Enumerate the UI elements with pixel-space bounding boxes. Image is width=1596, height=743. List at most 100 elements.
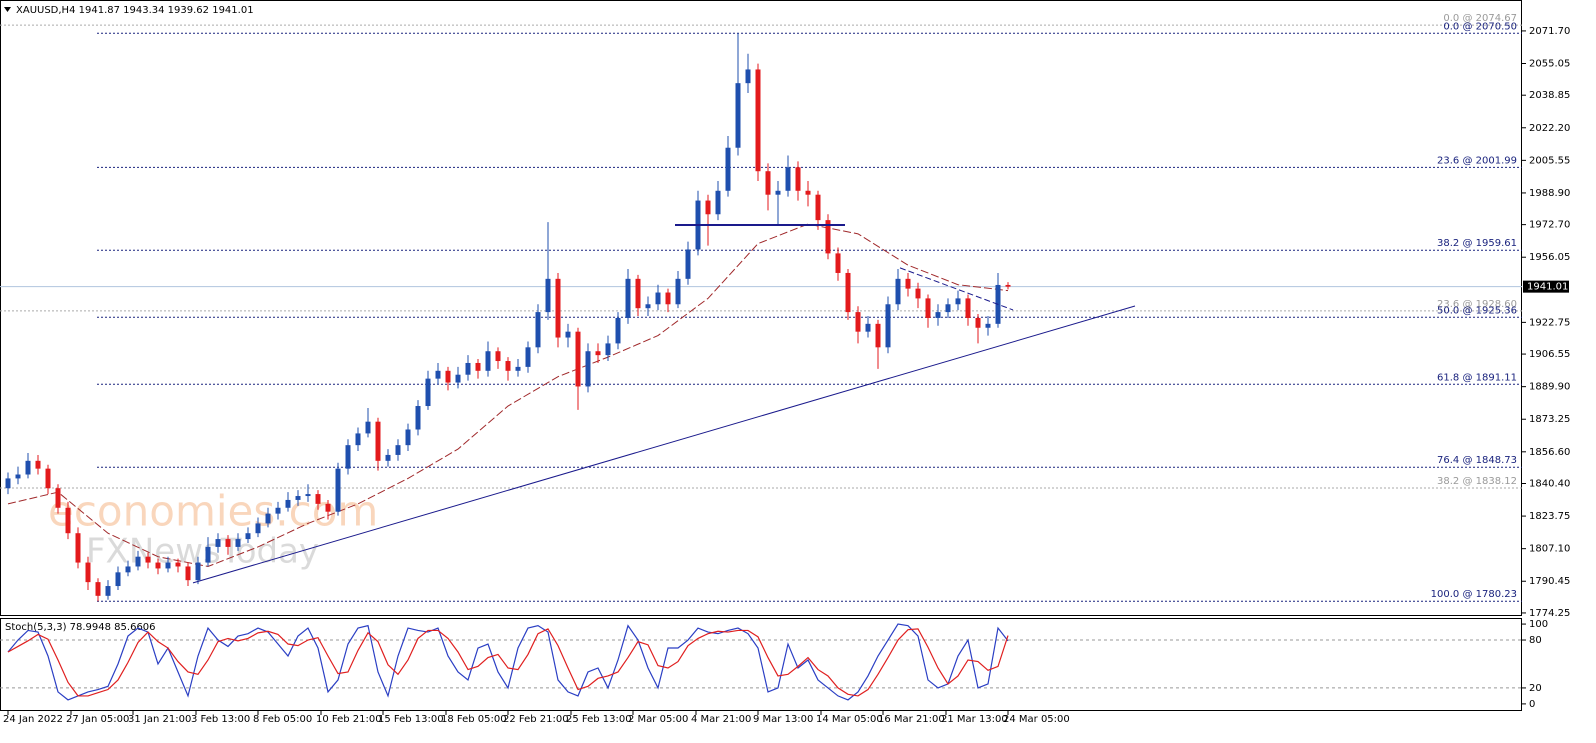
candle-body <box>95 582 101 596</box>
candle-body <box>415 406 421 430</box>
candle-body <box>505 361 511 371</box>
x-tick-label: 24 Mar 05:00 <box>1003 714 1070 725</box>
y-tick-label: 1972.70 <box>1529 220 1570 231</box>
x-tick-label: 25 Feb 13:00 <box>566 714 632 725</box>
candle-body <box>245 533 251 540</box>
stoch-line <box>7 628 1009 697</box>
candle-body <box>705 200 711 215</box>
candle-body <box>275 507 281 514</box>
x-tick-label: 24 Jan 2022 <box>3 714 63 725</box>
x-tick-label: 27 Jan 05:00 <box>66 714 129 725</box>
x-tick-label: 2 Mar 05:00 <box>628 714 688 725</box>
candle-body <box>265 513 271 524</box>
candle-body <box>905 278 911 289</box>
watermark: FXNewsToday <box>86 532 319 572</box>
y-tick-label: 1988.90 <box>1529 188 1570 199</box>
candle-body <box>975 317 981 328</box>
symbol-menu-icon <box>4 7 11 12</box>
y-tick-label: 1856.60 <box>1529 447 1570 458</box>
y-tick-label: 2071.70 <box>1529 26 1570 37</box>
candle-body <box>565 331 571 338</box>
candle-body <box>925 298 931 318</box>
y-tick-label: 100 <box>1529 619 1548 630</box>
candle-body <box>195 562 201 581</box>
candle-body <box>435 370 441 379</box>
fib-label-faint: 38.2 @ 1838.12 <box>1437 476 1517 487</box>
fib-label: 0.0 @ 2070.50 <box>1443 21 1517 32</box>
y-tick-label: 1840.40 <box>1529 479 1570 490</box>
candle-body <box>315 494 321 504</box>
y-tick-label: 1873.25 <box>1529 414 1570 425</box>
candle-body <box>385 454 391 461</box>
candle-body <box>755 69 761 172</box>
y-tick-label: 1774.25 <box>1529 608 1570 619</box>
candle-body <box>205 546 211 563</box>
candle-body <box>115 572 121 587</box>
candle-body <box>855 312 861 332</box>
candle-body <box>15 474 21 479</box>
candle-body <box>225 539 231 547</box>
candle-body <box>475 362 481 371</box>
candle-body <box>165 562 171 569</box>
candle-body <box>215 539 221 547</box>
y-tick-label: 2022.20 <box>1529 123 1570 134</box>
candle-body <box>785 167 791 191</box>
y-tick-label: 2038.85 <box>1529 90 1570 101</box>
candle-body <box>405 429 411 446</box>
fib-label-faint: 23.6 @ 1928.60 <box>1437 299 1517 310</box>
watermark-layer: economies.com FXNewsToday <box>48 487 378 572</box>
candle-body <box>885 304 891 348</box>
candle-body <box>625 278 631 318</box>
candle-body <box>235 539 241 547</box>
y-tick-label: 1906.55 <box>1529 349 1570 360</box>
candle-body <box>805 190 811 195</box>
candle-body <box>605 343 611 356</box>
fib-label-faint: 0.0 @ 2074.67 <box>1443 13 1517 24</box>
candle-body <box>285 499 291 508</box>
candle-body <box>185 566 191 581</box>
candle-body <box>655 292 661 305</box>
fib-label: 50.0 @ 1925.36 <box>1437 305 1517 316</box>
candle-body <box>45 468 51 489</box>
x-tick-label: 14 Mar 05:00 <box>816 714 883 725</box>
x-tick-label: 31 Jan 21:00 <box>128 714 191 725</box>
candle-body <box>555 278 561 338</box>
fib-label: 38.2 @ 1959.61 <box>1437 238 1517 249</box>
candle-body <box>105 586 111 596</box>
candle-body <box>955 298 961 305</box>
last-price-label: 1941.01 <box>1527 282 1568 293</box>
candle-body <box>155 562 161 569</box>
fib-label: 23.6 @ 2001.99 <box>1437 155 1517 166</box>
candle-body <box>645 304 651 309</box>
candle-body <box>325 503 331 512</box>
candle-body <box>355 433 361 446</box>
stoch-title: Stoch(5,3,3) 78.9948 85.6606 <box>5 622 156 633</box>
candle-body <box>525 347 531 367</box>
x-tick-label: 21 Mar 13:00 <box>941 714 1008 725</box>
candle-body <box>455 374 461 383</box>
candle-body <box>445 370 451 383</box>
fib-label: 100.0 @ 1780.23 <box>1431 589 1517 600</box>
candle-body <box>65 507 71 534</box>
x-tick-label: 3 Feb 13:00 <box>191 714 250 725</box>
main-panel <box>0 0 1522 616</box>
candle-body <box>135 556 141 567</box>
candle-body <box>985 323 991 328</box>
candle-body <box>765 171 771 195</box>
candle-body <box>795 167 801 191</box>
candle-body <box>835 253 841 273</box>
candle-body <box>775 190 781 195</box>
fib-label: 61.8 @ 1891.11 <box>1437 372 1517 383</box>
candle-body <box>735 83 741 148</box>
y-tick-label: 1889.90 <box>1529 382 1570 393</box>
candle-body <box>665 292 671 305</box>
candle-body <box>125 566 131 573</box>
y-tick-label: 0 <box>1529 699 1535 710</box>
trend-line <box>192 305 1136 584</box>
moving-average <box>7 223 1009 567</box>
candle-body <box>515 366 521 371</box>
stoch-line <box>7 623 1009 701</box>
y-tick-label: 80 <box>1529 635 1542 646</box>
candle-body <box>75 533 81 563</box>
